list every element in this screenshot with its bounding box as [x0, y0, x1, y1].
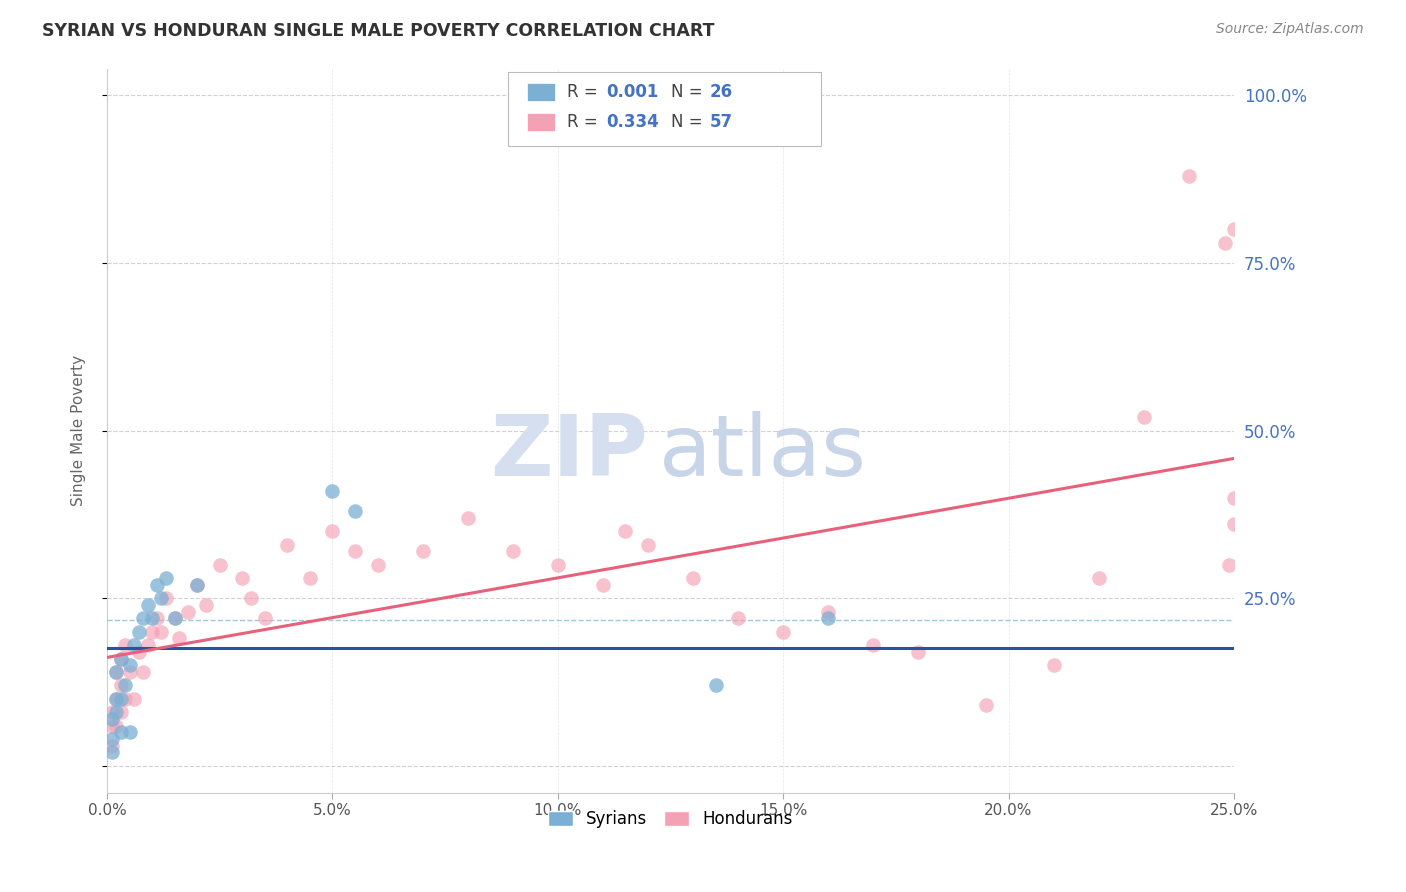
Point: [114, 691, 136, 706]
Point: [105, 718, 128, 732]
Text: 0.001: 0.001: [606, 83, 658, 101]
Point: [817, 611, 839, 625]
Point: [100, 712, 122, 726]
Point: [118, 658, 141, 673]
Point: [1178, 169, 1201, 183]
Point: [105, 665, 128, 679]
Point: [132, 611, 155, 625]
Point: [100, 746, 122, 760]
Point: [253, 611, 276, 625]
Text: 26: 26: [710, 83, 733, 101]
Point: [1132, 410, 1154, 425]
Point: [136, 598, 159, 612]
Point: [167, 632, 190, 646]
Point: [592, 578, 614, 592]
Point: [177, 605, 200, 619]
Point: [412, 544, 434, 558]
Point: [186, 578, 208, 592]
Point: [110, 725, 132, 739]
Point: [547, 558, 569, 572]
Point: [132, 665, 155, 679]
Point: [163, 611, 186, 625]
Point: [110, 691, 132, 706]
Text: atlas: atlas: [659, 411, 868, 494]
Point: [145, 578, 167, 592]
Point: [186, 578, 208, 592]
Legend: Syrians, Hondurans: Syrians, Hondurans: [541, 804, 800, 835]
Point: [150, 624, 173, 639]
Point: [907, 645, 929, 659]
Point: [141, 611, 163, 625]
Point: [231, 571, 253, 585]
Point: [637, 538, 659, 552]
Point: [1213, 235, 1236, 250]
Point: [141, 624, 163, 639]
Point: [321, 524, 343, 538]
Point: [276, 538, 298, 552]
Point: [105, 691, 128, 706]
Point: [1087, 571, 1109, 585]
Point: [343, 544, 366, 558]
Point: [110, 651, 132, 665]
Point: [100, 731, 122, 746]
Point: [1042, 658, 1064, 673]
Point: [1223, 491, 1246, 505]
Point: [502, 544, 524, 558]
Point: [145, 611, 167, 625]
Point: [105, 665, 128, 679]
Point: [114, 638, 136, 652]
Point: [367, 558, 389, 572]
Point: [122, 638, 145, 652]
Point: [240, 591, 263, 606]
Text: N =: N =: [671, 83, 707, 101]
Text: N =: N =: [671, 113, 707, 131]
Point: [208, 558, 231, 572]
Point: [727, 611, 749, 625]
Text: R =: R =: [567, 83, 603, 101]
Point: [343, 504, 366, 518]
Point: [100, 739, 122, 753]
Point: [105, 705, 128, 719]
Point: [1223, 517, 1246, 532]
Point: [321, 483, 343, 498]
Point: [150, 591, 173, 606]
Point: [110, 651, 132, 665]
Point: [614, 524, 637, 538]
Point: [128, 624, 150, 639]
Point: [974, 698, 997, 713]
Point: [1223, 222, 1246, 236]
Y-axis label: Single Male Poverty: Single Male Poverty: [72, 355, 86, 506]
Point: [114, 678, 136, 692]
Point: [110, 705, 132, 719]
Point: [704, 678, 727, 692]
Point: [817, 605, 839, 619]
Point: [682, 571, 704, 585]
Text: Source: ZipAtlas.com: Source: ZipAtlas.com: [1216, 22, 1364, 37]
Point: [155, 571, 177, 585]
Point: [163, 611, 186, 625]
Point: [100, 718, 122, 732]
Point: [457, 510, 479, 524]
Point: [195, 598, 218, 612]
Text: ZIP: ZIP: [491, 411, 648, 494]
Point: [118, 725, 141, 739]
Point: [862, 638, 884, 652]
Text: SYRIAN VS HONDURAN SINGLE MALE POVERTY CORRELATION CHART: SYRIAN VS HONDURAN SINGLE MALE POVERTY C…: [42, 22, 714, 40]
Text: 57: 57: [710, 113, 733, 131]
Point: [128, 645, 150, 659]
Point: [110, 678, 132, 692]
Point: [1218, 558, 1240, 572]
Point: [155, 591, 177, 606]
Point: [100, 705, 122, 719]
Text: 0.334: 0.334: [606, 113, 659, 131]
Point: [298, 571, 321, 585]
Point: [105, 691, 128, 706]
Point: [136, 638, 159, 652]
Point: [118, 665, 141, 679]
Point: [122, 691, 145, 706]
Text: R =: R =: [567, 113, 603, 131]
Point: [772, 624, 794, 639]
